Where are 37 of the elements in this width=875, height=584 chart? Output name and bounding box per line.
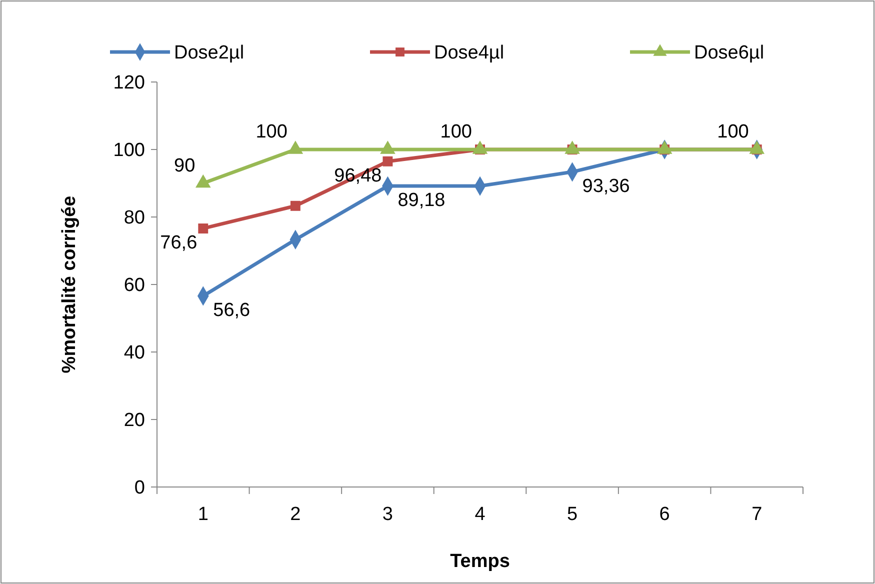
data-label: 100 bbox=[256, 122, 288, 142]
x-tick-label: 3 bbox=[382, 504, 394, 525]
y-tick-label: 20 bbox=[124, 410, 145, 432]
point bbox=[290, 200, 300, 211]
data-label: 76,6 bbox=[160, 232, 198, 254]
legend-label: Dose4µl bbox=[434, 42, 504, 64]
y-tick-label: 120 bbox=[113, 72, 145, 94]
data-label: 90 bbox=[174, 155, 196, 176]
point bbox=[472, 141, 488, 154]
data-label: 100 bbox=[717, 122, 749, 142]
x-tick-label: 5 bbox=[566, 504, 578, 525]
x-tick-label: 2 bbox=[290, 504, 301, 525]
y-axis-title: %mortalité corrigée bbox=[59, 196, 80, 374]
x-tick-label: 7 bbox=[752, 504, 762, 525]
data-label: 89,18 bbox=[398, 190, 446, 212]
point bbox=[380, 141, 396, 154]
point bbox=[288, 141, 303, 154]
point bbox=[198, 224, 208, 234]
x-tick-label: 4 bbox=[474, 504, 486, 525]
data-label: 100 bbox=[440, 122, 472, 142]
point bbox=[564, 141, 580, 154]
x-tick-label: 1 bbox=[198, 504, 208, 525]
x-tick-label: 6 bbox=[659, 504, 670, 525]
y-tick-label: 60 bbox=[124, 275, 145, 296]
data-label: 56,6 bbox=[213, 300, 250, 321]
point bbox=[750, 141, 764, 154]
y-tick-label: 100 bbox=[113, 140, 145, 162]
y-tick-label: 80 bbox=[124, 208, 145, 229]
legend-label: Dose2µl bbox=[174, 42, 244, 64]
legend-label: Dose6µl bbox=[694, 42, 764, 64]
x-axis-title: Temps bbox=[450, 551, 510, 572]
point bbox=[196, 174, 210, 188]
y-tick-label: 40 bbox=[124, 342, 145, 364]
point bbox=[657, 141, 672, 154]
point bbox=[382, 156, 393, 166]
data-label: 93,36 bbox=[582, 176, 630, 197]
y-tick-label: 0 bbox=[134, 478, 145, 499]
